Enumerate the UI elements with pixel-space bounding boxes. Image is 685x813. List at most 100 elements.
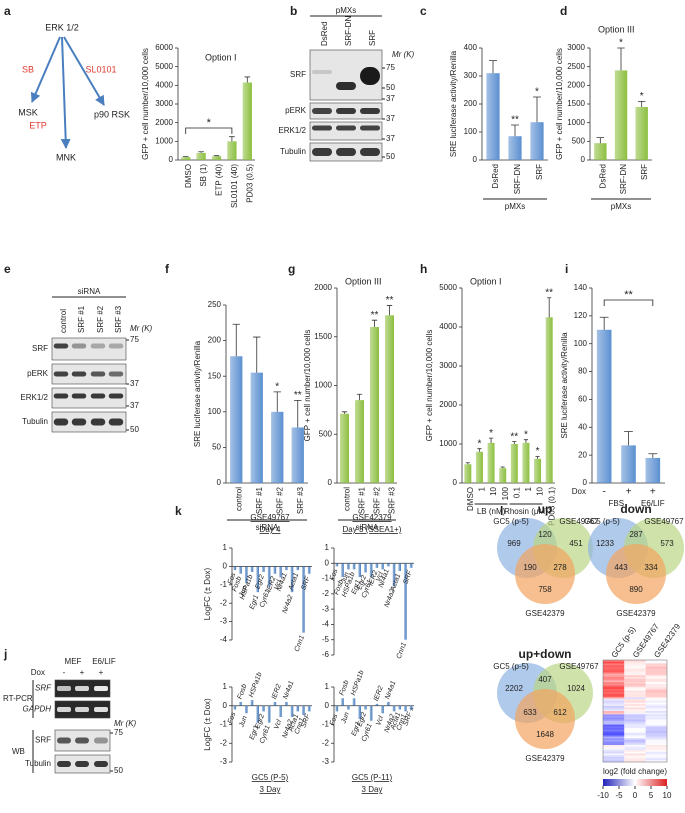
bar (262, 566, 265, 572)
y-axis-label: GFP + cell number/10,000 cells (303, 330, 312, 442)
heatmap-cell (645, 692, 667, 695)
y-axis-label: SRE luciferase activity/Renilla (560, 332, 569, 439)
heatmap-cell (603, 665, 625, 668)
category-label: HSPa1b (350, 670, 366, 697)
heatmap-cell (645, 756, 667, 759)
heatmap-cell (624, 680, 646, 683)
heatmap-cell (603, 728, 625, 730)
heatmap-cell (603, 726, 625, 729)
y-axis-label: GFP + cell number/10,000 cells (425, 330, 434, 442)
category-label: - (602, 487, 605, 498)
bar (290, 566, 294, 593)
error-bar (488, 437, 494, 443)
bar (279, 566, 282, 578)
heatmap-cell (645, 729, 667, 732)
heatmap-cell (645, 719, 667, 722)
bar (256, 705, 259, 723)
lane-label: SRF #2 (96, 305, 105, 333)
heatmap-cell (603, 680, 625, 683)
heatmap-cell (603, 731, 625, 734)
y-tick-label: 80 (578, 367, 587, 376)
category-label: Egr1 (249, 594, 261, 610)
category-label: SRF #2 (373, 486, 382, 514)
heatmap-cell (645, 711, 667, 713)
blot-band (53, 418, 69, 426)
panel-label: a (4, 4, 11, 18)
bar (279, 705, 282, 717)
blot-band (90, 393, 106, 399)
y-tick-label: 1500 (314, 332, 332, 341)
bar (409, 563, 413, 568)
y-axis-label: LogFC (± Dox) (203, 698, 212, 751)
bar (355, 400, 364, 483)
heatmap-cell (603, 736, 625, 739)
category-label: Egr1 (351, 721, 363, 737)
blot-band (360, 148, 380, 156)
bar (596, 329, 612, 483)
inhibitor: ETP (29, 120, 47, 130)
category-label: SRF (535, 164, 544, 180)
venn-set-label: GSE42379 (525, 754, 565, 763)
lane-label: control (59, 309, 68, 333)
y-tick-label: 100 (574, 339, 588, 348)
bar (369, 563, 373, 578)
y-tick-label: 5000 (439, 283, 457, 292)
heatmap-cell (645, 721, 667, 724)
heatmap-cell (603, 745, 625, 747)
heatmap-cell (645, 671, 667, 674)
blot-band (57, 707, 71, 712)
panel-label: l (500, 504, 503, 518)
blot-band (75, 737, 89, 744)
y-tick-label: 300 (464, 71, 478, 80)
blot-band (312, 148, 332, 156)
heatmap-cell (624, 756, 646, 759)
y-tick-label: 0 (583, 478, 588, 487)
heatmap-cell (645, 683, 667, 686)
y-tick-label: 4000 (439, 322, 457, 331)
heatmap-cell (624, 661, 646, 664)
heatmap-cell (624, 668, 646, 671)
bar (487, 442, 495, 483)
error-bar (535, 456, 540, 459)
heatmap-cell (603, 714, 625, 717)
heatmap-cell (645, 673, 667, 676)
blot-band (312, 70, 332, 74)
heatmap-cell (624, 751, 646, 754)
heatmap-cell (624, 733, 646, 736)
chart-subtitle: 3 Day (362, 785, 383, 794)
category-label: IER2 (373, 685, 385, 702)
category-label: Egr2 (254, 574, 266, 590)
bar (285, 566, 288, 571)
heatmap-cell (624, 666, 646, 669)
heatmap-cell (603, 746, 625, 749)
bar (387, 563, 390, 567)
y-tick-label: -3 (220, 617, 228, 626)
blot-band (312, 108, 332, 114)
category-label: Egr2 (254, 713, 266, 729)
blot-band (75, 707, 89, 712)
y-tick-label: 0 (325, 558, 330, 567)
bar (404, 705, 407, 712)
mr-label: Mr (K) (392, 50, 415, 59)
error-bar (511, 124, 519, 137)
blot-band (360, 67, 380, 85)
bar (375, 563, 379, 568)
venn-set (515, 544, 575, 604)
bar (341, 563, 344, 578)
heatmap-cell (603, 756, 625, 759)
heatmap-cell (624, 750, 646, 753)
bar (196, 152, 206, 160)
chart-title: GC5 (P-5) (252, 773, 289, 782)
error-bar (624, 431, 633, 446)
heatmap-cell (624, 743, 646, 746)
heatmap-cell (645, 743, 667, 746)
venn-count: 287 (629, 530, 643, 539)
y-tick-label: 100 (464, 127, 478, 136)
bar (341, 698, 344, 706)
marker-label: 75 (386, 63, 395, 72)
y-tick-label: 2000 (439, 400, 457, 409)
y-axis-label: GFP + cell number/10,000 cells (141, 48, 150, 160)
blot-band (57, 686, 71, 691)
y-tick-label: 2000 (567, 80, 585, 89)
